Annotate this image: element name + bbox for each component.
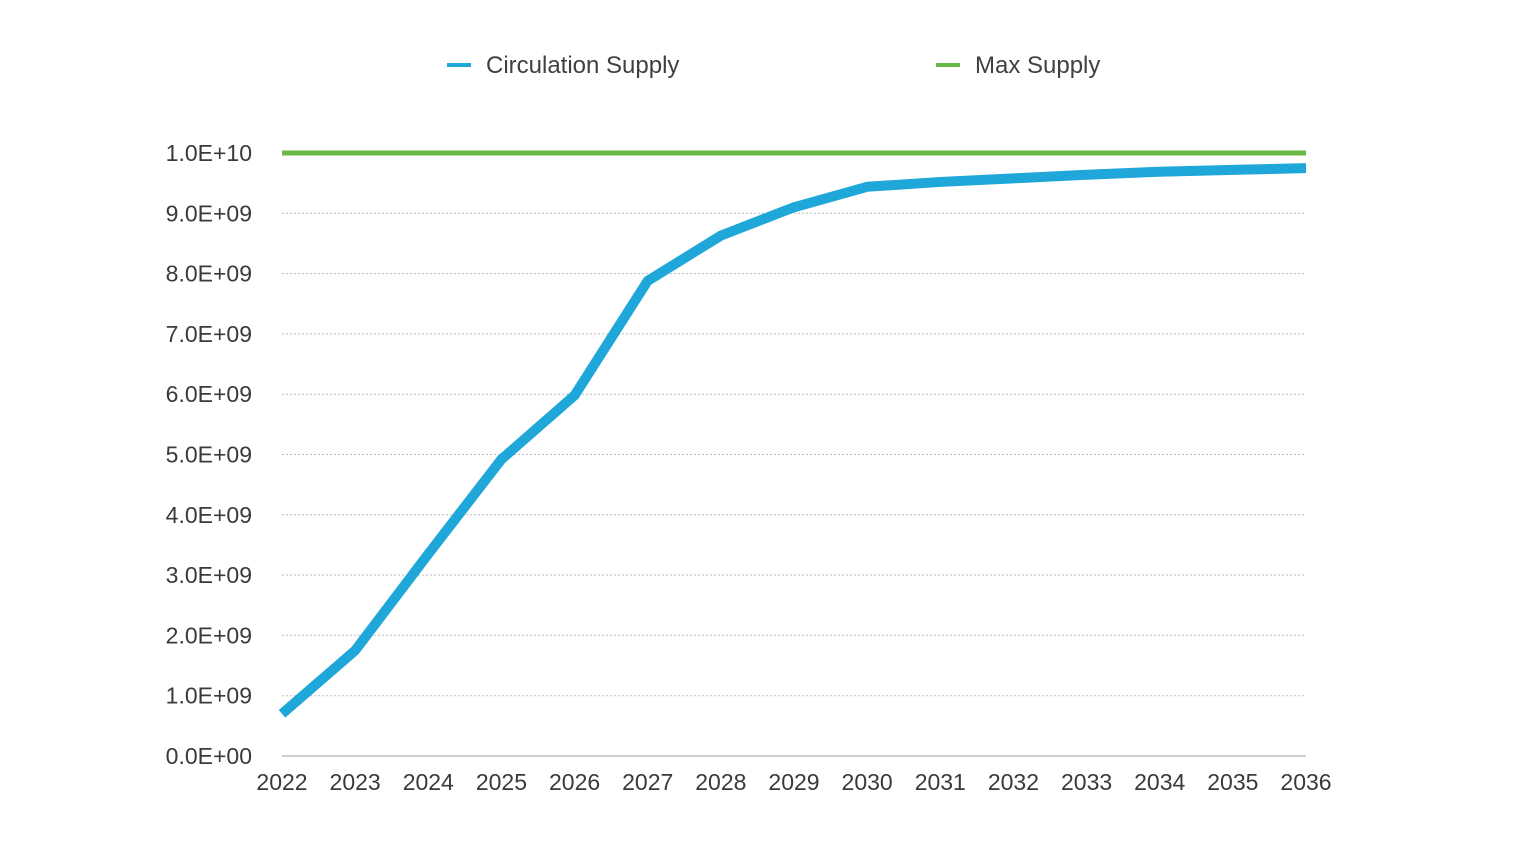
legend-label: Max Supply bbox=[975, 52, 1100, 79]
grid-lines bbox=[282, 152, 1306, 697]
x-tick-label: 2034 bbox=[1134, 769, 1185, 795]
y-tick-label: 7.0E+09 bbox=[166, 321, 252, 347]
x-tick-label: 2031 bbox=[915, 769, 966, 795]
y-tick-label: 6.0E+09 bbox=[166, 381, 252, 407]
x-tick-label: 2028 bbox=[695, 769, 746, 795]
x-tick-label: 2029 bbox=[768, 769, 819, 795]
series-lines bbox=[278, 150, 1307, 718]
y-tick-label: 9.0E+09 bbox=[166, 200, 252, 226]
tick-labels: 0.0E+00 1.0E+09 2.0E+09 3.0E+09 4.0E+09 5.0E+… bbox=[166, 140, 1332, 795]
x-tick-label: 2036 bbox=[1280, 769, 1331, 795]
x-tick-label: 2022 bbox=[256, 769, 307, 795]
x-tick-label: 2027 bbox=[622, 769, 673, 795]
y-tick-label: 8.0E+09 bbox=[166, 261, 252, 287]
x-tick-label: 2030 bbox=[842, 769, 893, 795]
y-tick-label: 1.0E+09 bbox=[166, 683, 252, 709]
x-tick-label: 2032 bbox=[988, 769, 1039, 795]
legend: Circulation Supply Max Supply bbox=[447, 52, 1100, 79]
y-tick-label: 4.0E+09 bbox=[166, 502, 252, 528]
legend-label: Circulation Supply bbox=[486, 52, 679, 79]
x-tick-label: 2035 bbox=[1207, 769, 1258, 795]
y-tick-label: 1.0E+10 bbox=[166, 140, 252, 166]
y-tick-label: 0.0E+00 bbox=[166, 743, 252, 769]
x-tick-label: 2033 bbox=[1061, 769, 1112, 795]
circulation-supply-line bbox=[278, 163, 1307, 718]
x-tick-label: 2024 bbox=[403, 769, 454, 795]
y-tick-label: 5.0E+09 bbox=[166, 442, 252, 468]
x-tick-label: 2026 bbox=[549, 769, 600, 795]
x-tick-label: 2025 bbox=[476, 769, 527, 795]
y-tick-label: 3.0E+09 bbox=[166, 562, 252, 588]
y-tick-label: 2.0E+09 bbox=[166, 622, 252, 648]
x-tick-label: 2023 bbox=[330, 769, 381, 795]
